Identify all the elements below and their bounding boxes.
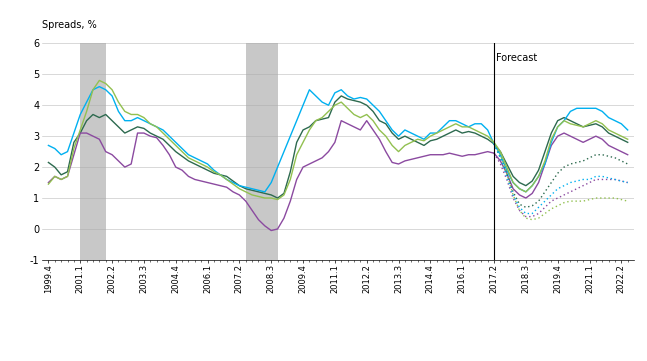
Text: Forecast: Forecast xyxy=(496,53,537,62)
Bar xyxy=(80,43,105,260)
Text: Spreads, %: Spreads, % xyxy=(42,20,97,30)
Bar xyxy=(246,43,278,260)
